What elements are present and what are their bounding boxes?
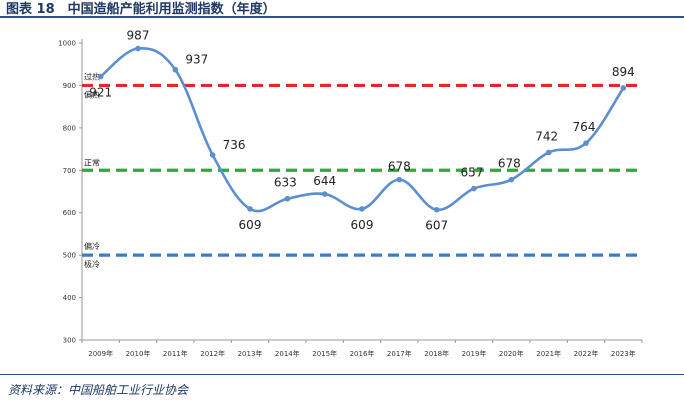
x-tick-label: 2017年 <box>387 349 412 358</box>
x-tick-label: 2016年 <box>350 349 375 358</box>
x-tick-label: 2009年 <box>88 349 113 358</box>
data-point <box>583 140 589 146</box>
x-tick-label: 2018年 <box>424 349 449 358</box>
zone-label: 正常 <box>84 158 100 167</box>
data-label: 609 <box>239 218 262 232</box>
data-label: 678 <box>498 157 521 171</box>
data-point <box>135 45 141 52</box>
data-point <box>359 206 365 212</box>
y-tick-label: 900 <box>63 82 76 90</box>
zone-label: 极冷 <box>84 259 100 269</box>
x-tick-label: 2019年 <box>462 349 487 358</box>
data-point <box>545 149 552 156</box>
data-label: 742 <box>535 129 558 143</box>
x-tick-label: 2014年 <box>275 349 300 358</box>
y-tick-label: 600 <box>63 209 76 217</box>
line-chart: 300 400 500 600 700 800 900 1000 2009年 2010年 2011年… <box>58 29 643 358</box>
data-label: 644 <box>313 174 336 188</box>
data-label: 657 <box>461 166 484 180</box>
data-label: 607 <box>425 219 448 233</box>
x-tick-label: 2012年 <box>200 349 225 358</box>
zone-label: 偏冷 <box>84 241 100 251</box>
x-tick-label: 2010年 <box>126 349 151 358</box>
data-point <box>284 195 291 202</box>
data-label: 987 <box>127 29 150 43</box>
footer-rule <box>0 374 684 375</box>
data-point <box>209 152 216 158</box>
zone-label: 偏热 <box>84 89 100 99</box>
y-tick-label: 400 <box>63 294 76 302</box>
zone-label: 过热 <box>84 71 100 81</box>
source-note: 资料来源：中国船舶工业行业协会 <box>8 383 189 397</box>
data-point <box>172 66 179 73</box>
data-point <box>620 85 627 91</box>
data-label: 678 <box>388 160 411 174</box>
data-label: 633 <box>274 176 297 190</box>
figure-title: 图表 18 中国造船产能利用监测指数（年度） <box>6 2 276 17</box>
y-tick-label: 500 <box>63 252 76 260</box>
data-point <box>508 176 515 183</box>
y-tick-label: 300 <box>63 337 76 345</box>
data-point <box>396 176 403 183</box>
x-tick-label: 2022年 <box>574 349 599 358</box>
y-tick-label: 700 <box>63 167 76 175</box>
y-tick-label: 1000 <box>58 40 76 48</box>
data-point <box>321 191 328 197</box>
data-label: 937 <box>185 53 208 67</box>
x-tick-label: 2021年 <box>536 349 561 358</box>
x-tick-label: 2013年 <box>238 349 263 358</box>
data-point <box>247 206 253 212</box>
data-label: 764 <box>573 120 596 134</box>
data-point <box>97 73 104 80</box>
data-point <box>471 185 477 192</box>
data-point <box>433 206 440 213</box>
data-label: 609 <box>351 218 374 232</box>
x-tick-label: 2015年 <box>312 349 337 358</box>
title-rule <box>0 16 684 18</box>
data-label: 894 <box>612 65 635 79</box>
x-tick-label: 2011年 <box>163 349 188 358</box>
x-tick-label: 2023年 <box>611 349 636 358</box>
data-label: 736 <box>223 138 246 152</box>
x-tick-label: 2020年 <box>499 349 524 358</box>
y-tick-label: 800 <box>63 124 76 132</box>
data-label: 921 <box>89 86 112 100</box>
